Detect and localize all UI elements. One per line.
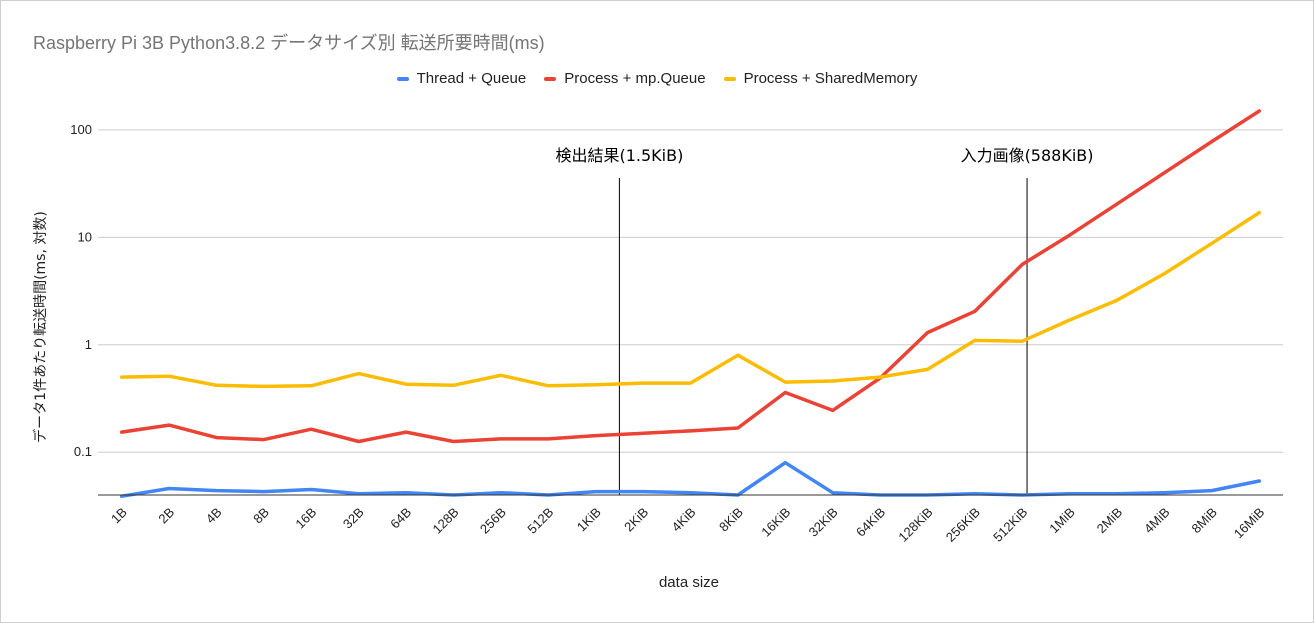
series-layer — [119, 109, 1262, 498]
x-tick-label: 4KiB — [669, 505, 699, 535]
x-tick-label: 16B — [292, 505, 319, 532]
legend-label: Process + mp.Queue — [564, 70, 706, 87]
x-tick-label: 16KiB — [758, 505, 793, 540]
legend-item-process-shared-memory[interactable]: Process + SharedMemory — [723, 70, 918, 87]
x-tick-label: 2KiB — [621, 505, 651, 535]
legend-item-thread-queue[interactable]: Thread + Queue — [396, 70, 527, 87]
x-tick-label: 16MiB — [1231, 505, 1268, 542]
legend-swatch — [723, 76, 736, 81]
x-tick-label: 8B — [250, 505, 272, 527]
legend-swatch — [544, 76, 557, 81]
y-axis-title: データ1件あたり転送時間(ms, 対数) — [32, 211, 49, 443]
x-tick-label: 128B — [430, 505, 462, 537]
x-tick-label: 8MiB — [1188, 505, 1220, 537]
x-axis-title: data size — [659, 574, 719, 591]
grid-lines — [98, 129, 1283, 453]
x-tick-label: 512KiB — [990, 505, 1030, 545]
x-tick-label: 1KiB — [574, 505, 604, 535]
annotation-label: 入力画像(588KiB) — [961, 146, 1094, 165]
x-tick-label: 4MiB — [1141, 505, 1173, 537]
x-tick-label: 256KiB — [943, 505, 983, 545]
x-tick-label: 2B — [155, 505, 177, 527]
series-line — [119, 109, 1262, 444]
y-tick-label: 10 — [78, 229, 92, 244]
x-tick-label: 32B — [340, 505, 367, 532]
legend-label: Process + SharedMemory — [743, 70, 918, 87]
x-tick-label: 4B — [203, 505, 225, 527]
annotation-layer: 検出結果(1.5KiB) 入力画像(588KiB) — [555, 146, 1094, 495]
series-line — [119, 210, 1262, 389]
x-tick-label: 256B — [477, 505, 509, 537]
legend-swatch — [396, 76, 409, 81]
x-tick-label: 32KiB — [806, 505, 841, 540]
legend-label: Thread + Queue — [416, 70, 527, 87]
x-tick-label: 64KiB — [853, 505, 888, 540]
chart-title: Raspberry Pi 3B Python3.8.2 データサイズ別 転送所要… — [33, 33, 545, 53]
y-tick-label: 100 — [70, 122, 92, 137]
x-tick-label: 64B — [387, 505, 414, 532]
chart-legend: Thread + Queue Process + mp.Queue Proces… — [1, 70, 1313, 87]
x-tick-label: 2MiB — [1094, 505, 1126, 537]
axis-layer: 0.1 1 10 100 1B 2B 4B 8B 16B 32B 64B 128B 256B 512B 1K… — [70, 122, 1283, 545]
y-tick-label: 0.1 — [74, 444, 92, 459]
legend-item-process-mp-queue[interactable]: Process + mp.Queue — [544, 70, 706, 87]
x-tick-label: 1MiB — [1046, 505, 1078, 537]
annotation-label: 検出結果(1.5KiB) — [555, 146, 683, 165]
x-tick-label: 128KiB — [895, 505, 935, 545]
x-tick-label: 1B — [108, 505, 130, 527]
x-tick-label: 512B — [524, 505, 556, 537]
series-line — [119, 460, 1262, 498]
y-tick-label: 1 — [85, 337, 92, 352]
x-tick-label: 8KiB — [716, 505, 746, 535]
